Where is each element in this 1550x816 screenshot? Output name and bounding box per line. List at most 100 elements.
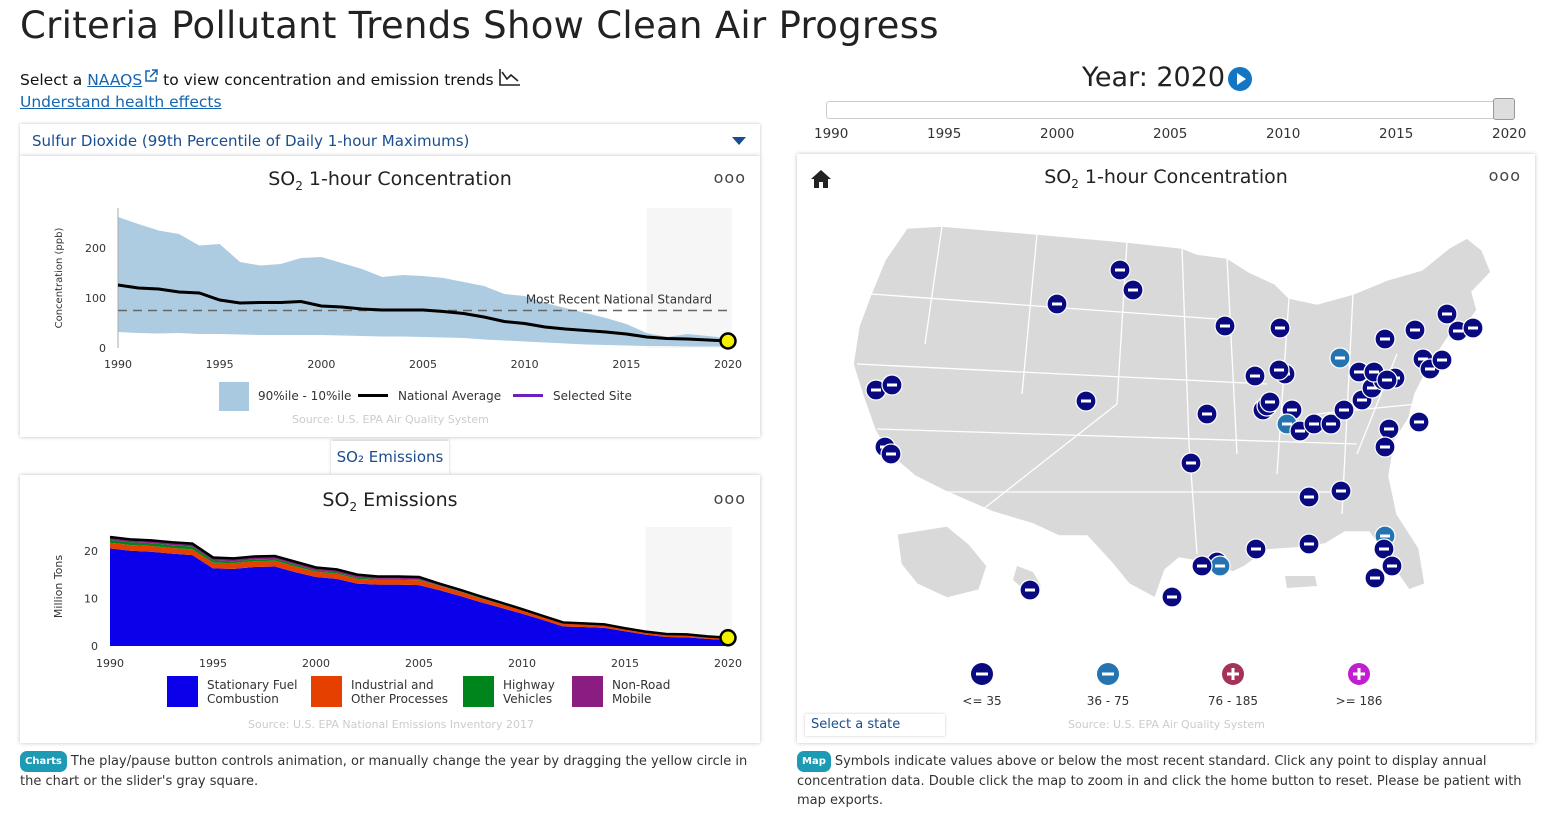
emis-xtick-2015: 2015 [611,657,639,670]
site-marker[interactable] [881,374,903,396]
map-badge: Map [797,751,831,772]
naaqs-link-label: NAAQS [87,71,143,89]
year-tick-2020: 2020 [1492,126,1527,142]
conc-xtick-2000: 2000 [307,358,335,371]
play-button[interactable] [1228,67,1252,91]
health-effects-link[interactable]: Understand health effects [20,93,222,111]
conc-ytick-100: 100 [85,292,106,305]
conc-xtick-1995: 1995 [206,358,234,371]
site-marker[interactable] [1436,303,1458,325]
conc-highlight-region [646,208,732,348]
page-title: Criteria Pollutant Trends Show Clean Air… [20,4,939,47]
site-marker[interactable] [1259,391,1281,413]
emissions-chart-title: SO2 Emissions [322,489,458,514]
site-marker[interactable] [1019,579,1041,601]
state-select[interactable]: Select a state [805,714,945,736]
tab-so2-emissions[interactable]: SO₂ Emissions [331,441,449,475]
site-marker[interactable] [1269,317,1291,339]
map-note-text: Symbols indicate values above or below t… [797,754,1522,808]
alaska[interactable] [896,525,988,599]
site-marker[interactable] [1374,328,1396,350]
legend-swatch-national-average [358,394,388,397]
site-marker[interactable] [1378,418,1400,440]
year-tick-2015: 2015 [1379,126,1414,142]
site-marker[interactable] [1462,317,1484,339]
home-icon[interactable] [810,169,832,189]
map-legend-item: 36 - 75 [1068,662,1148,708]
conc-national-average-line [117,283,729,343]
site-marker[interactable] [1075,390,1097,412]
conc-ytick-0: 0 [99,342,106,355]
emissions-menu-icon[interactable]: ooo [713,489,746,508]
site-marker[interactable] [1180,452,1202,474]
map-title: SO2 1-hour Concentration [1044,166,1288,191]
site-marker[interactable] [1298,486,1320,508]
charts-badge: Charts [20,751,67,772]
year-slider-track[interactable] [826,101,1514,119]
map-legend-label: 36 - 75 [1086,694,1130,708]
emissions-chart[interactable]: 0 10 20 Million Tons 1990 1995 2000 2005 2010 201… [20,519,760,674]
concentration-menu-icon[interactable]: ooo [713,168,746,187]
us-states[interactable] [852,225,1492,600]
site-marker[interactable] [880,443,902,465]
emis-year-handle[interactable] [719,629,737,647]
map-note: Map Symbols indicate values above or belo… [797,751,1535,810]
site-marker[interactable] [1376,369,1398,391]
site-marker[interactable] [1408,411,1430,433]
emis-xtick-2010: 2010 [508,657,536,670]
concentration-chart[interactable]: 0 100 200 Concentration (ppb) 1990 1995 2000 20… [20,196,760,396]
legend-label-stationary-fuel: Stationary Fuel Combustion [207,678,298,706]
legend-swatch-industrial [311,676,342,707]
pollutant-select[interactable]: Sulfur Dioxide (99th Percentile of Daily… [20,124,760,156]
conc-ytick-200: 200 [85,242,106,255]
site-marker[interactable] [1244,365,1266,387]
plus-circle-icon [1348,663,1370,685]
concentration-chart-title: SO2 1-hour Concentration [268,168,512,193]
site-marker[interactable] [1122,279,1144,301]
emis-total-line [109,535,729,640]
site-marker[interactable] [1373,538,1395,560]
site-marker[interactable] [1431,349,1453,371]
legend-label-selected-site: Selected Site [553,389,632,403]
site-marker[interactable] [1374,436,1396,458]
year-tick-1995: 1995 [927,126,962,142]
charts-note-text: The play/pause button controls animation… [20,754,748,789]
pollutant-select-value: Sulfur Dioxide (99th Percentile of Daily… [32,132,470,150]
map-menu-icon[interactable]: ooo [1488,166,1521,185]
site-marker[interactable] [1196,403,1218,425]
site-marker[interactable] [1046,293,1068,315]
puerto-rico[interactable] [1285,576,1317,588]
us-map[interactable] [797,214,1535,634]
intro-text: Select a NAAQS to view concentration and… [20,68,521,89]
site-marker[interactable] [1214,315,1236,337]
emis-xtick-2005: 2005 [405,657,433,670]
site-marker[interactable] [1330,480,1352,502]
site-marker[interactable] [1268,359,1290,381]
trend-chart-icon [498,69,520,86]
year-tick-2000: 2000 [1040,126,1075,142]
conc-year-handle[interactable] [719,332,737,350]
site-marker[interactable] [1320,413,1342,435]
site-marker[interactable] [1109,259,1131,281]
year-slider-handle[interactable] [1493,98,1515,120]
site-marker[interactable] [1191,555,1213,577]
site-marker[interactable] [1404,319,1426,341]
site-marker[interactable] [1333,399,1355,421]
site-marker[interactable] [1329,347,1351,369]
legend-swatch-selected-site [513,394,543,397]
site-marker[interactable] [1209,555,1231,577]
site-marker[interactable] [1364,567,1386,589]
map-legend-label: <= 35 [962,694,1002,708]
naaqs-link[interactable]: NAAQS [87,69,158,89]
site-marker[interactable] [1245,538,1267,560]
legend-swatch-stationary-fuel [167,676,198,707]
site-marker[interactable] [1298,533,1320,555]
site-marker[interactable] [1161,586,1183,608]
emis-ytick-10: 10 [84,592,98,605]
site-marker[interactable] [1381,555,1403,577]
map-legend-item: 76 - 185 [1193,662,1273,708]
conc-xtick-1990: 1990 [104,358,132,371]
intro-prefix: Select a [20,71,83,89]
charts-note: Charts The play/pause button controls ani… [20,751,760,791]
plus-circle-icon [1222,663,1244,685]
